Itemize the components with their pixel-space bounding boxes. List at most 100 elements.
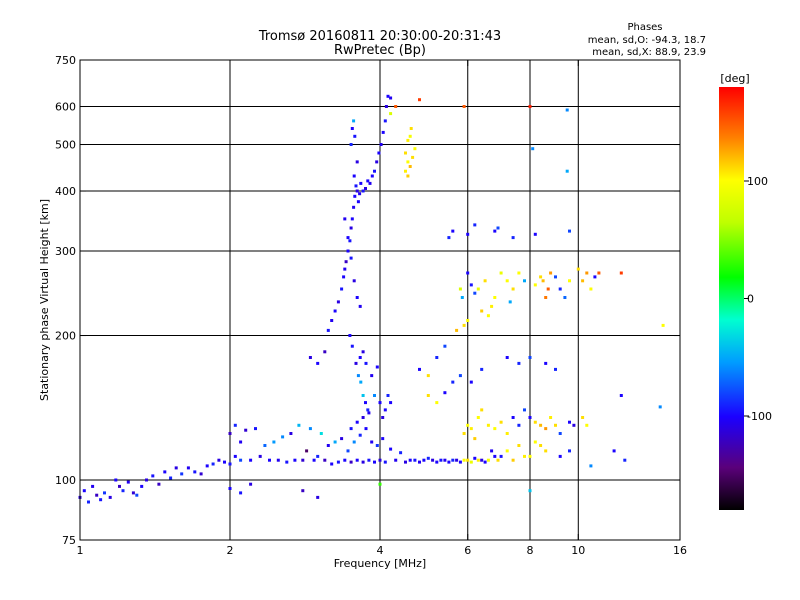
data-point — [528, 356, 532, 359]
data-point — [480, 458, 484, 462]
data-point — [353, 194, 357, 198]
data-point — [409, 127, 413, 130]
data-point — [354, 361, 358, 365]
data-point — [151, 474, 155, 478]
data-point — [361, 189, 365, 193]
data-point — [496, 458, 500, 462]
data-point — [462, 458, 466, 462]
data-point — [145, 478, 148, 482]
data-point — [623, 458, 627, 462]
data-point — [661, 323, 665, 327]
data-point — [364, 401, 367, 405]
data-point — [568, 449, 571, 453]
data-point — [352, 119, 356, 123]
data-point — [268, 458, 271, 462]
data-point — [375, 365, 379, 369]
data-point — [511, 416, 515, 419]
data-point — [373, 460, 376, 464]
data-point — [462, 105, 466, 108]
data-point — [358, 356, 362, 359]
data-point — [539, 275, 543, 279]
data-point — [350, 217, 354, 221]
x-tick-label: 6 — [464, 544, 471, 557]
chart-subtitle: RwPretec (Bp) — [334, 43, 426, 58]
data-point — [389, 96, 393, 100]
data-point — [581, 279, 585, 283]
data-point — [505, 279, 509, 283]
data-point — [458, 374, 462, 378]
colorbar-label: [deg] — [720, 72, 749, 85]
data-point — [349, 256, 353, 260]
data-point — [597, 271, 601, 275]
data-point — [422, 458, 426, 462]
data-point — [249, 482, 253, 486]
data-point — [364, 427, 368, 431]
data-point — [435, 460, 439, 464]
data-point — [355, 160, 359, 164]
data-point — [549, 416, 553, 419]
data-point — [480, 408, 484, 412]
data-point — [565, 169, 569, 173]
x-tick-label: 10 — [571, 544, 585, 557]
data-point — [539, 423, 543, 427]
data-point — [358, 192, 362, 196]
data-point — [568, 420, 571, 424]
data-point — [505, 432, 509, 435]
data-point — [544, 427, 548, 431]
phases-o-stats: mean, sd,O: -94.3, 18.7 — [588, 35, 706, 46]
data-point — [344, 260, 348, 264]
y-tick-label: 400 — [55, 185, 76, 198]
data-point — [348, 334, 352, 337]
data-point — [381, 437, 385, 441]
data-point — [408, 458, 412, 462]
data-point — [239, 491, 243, 495]
data-point — [305, 449, 309, 453]
data-point — [658, 405, 662, 409]
data-point — [447, 460, 451, 464]
data-point — [411, 155, 415, 159]
data-point — [301, 458, 305, 462]
data-point — [126, 480, 130, 484]
data-point — [316, 495, 320, 499]
data-point — [258, 454, 262, 458]
data-point — [386, 394, 390, 397]
x-tick-label: 2 — [227, 544, 234, 557]
data-point — [364, 361, 368, 365]
y-tick-label: 200 — [55, 330, 76, 343]
data-point — [418, 98, 421, 102]
data-point — [455, 458, 459, 462]
data-point — [378, 458, 382, 462]
y-axis-label: Stationary phase Virtual Height [km] — [38, 199, 51, 401]
data-point — [386, 94, 390, 98]
data-point — [297, 423, 301, 427]
data-point — [323, 350, 327, 354]
data-point — [276, 458, 280, 462]
data-point — [350, 127, 354, 130]
data-point — [413, 458, 417, 462]
data-point — [528, 416, 532, 419]
data-point — [193, 470, 197, 474]
data-point — [539, 444, 543, 447]
data-point — [493, 454, 497, 458]
data-point — [254, 427, 257, 431]
data-point — [447, 236, 451, 240]
grid-lines — [80, 60, 680, 540]
data-point — [346, 449, 350, 453]
data-point — [82, 489, 86, 493]
data-point — [285, 460, 289, 464]
data-point — [326, 444, 330, 447]
data-point — [486, 458, 490, 462]
data-point — [443, 344, 447, 348]
data-point — [406, 174, 410, 178]
data-point — [239, 440, 243, 444]
data-point — [443, 391, 447, 395]
data-point — [377, 151, 381, 155]
data-point — [466, 271, 470, 275]
data-point — [381, 416, 385, 419]
data-point — [426, 374, 430, 378]
data-point — [554, 367, 557, 371]
data-point — [528, 454, 532, 458]
data-point — [476, 416, 480, 419]
data-point — [389, 112, 393, 116]
data-point — [469, 283, 473, 287]
